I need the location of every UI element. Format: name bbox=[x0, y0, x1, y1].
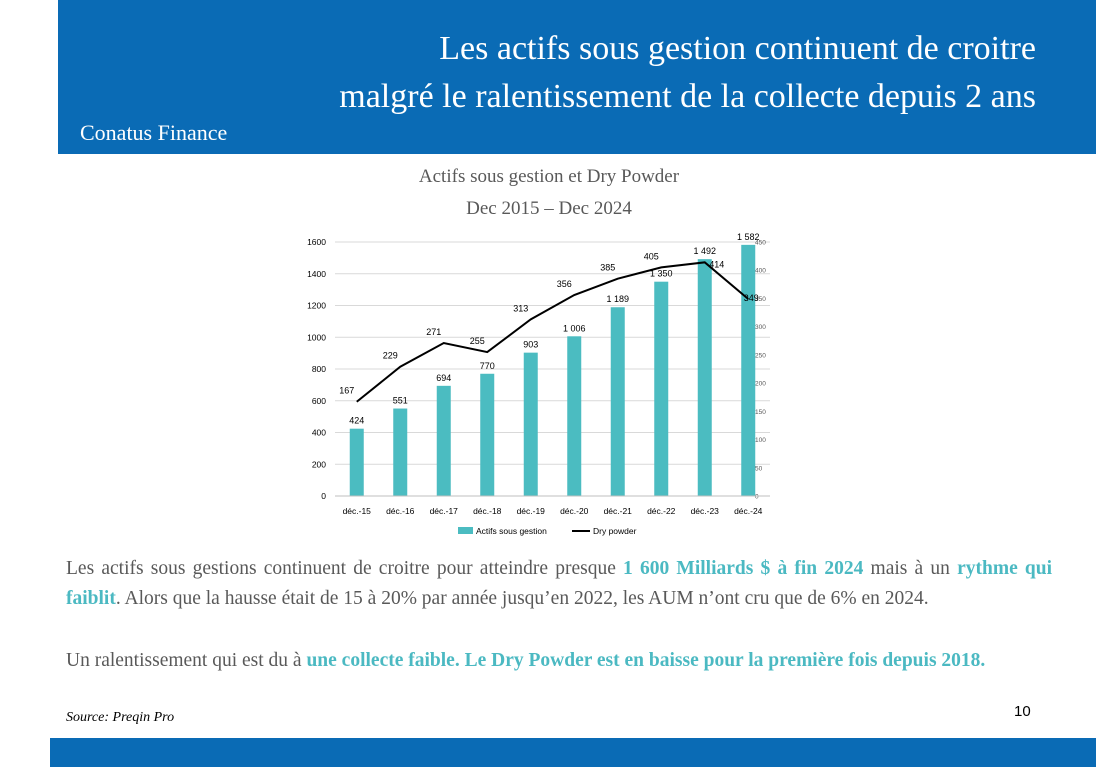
slide-title-line-1: Les actifs sous gestion continuent de cr… bbox=[439, 30, 1036, 67]
x-axis-tick-label: déc.-24 bbox=[734, 506, 763, 516]
x-axis-tick-label: déc.-16 bbox=[386, 506, 415, 516]
bar-data-label: 424 bbox=[349, 416, 364, 426]
bar bbox=[436, 385, 451, 496]
paragraph-1-text-c: mais à un bbox=[863, 558, 958, 579]
y-axis-tick-label: 1200 bbox=[307, 301, 326, 311]
x-axis-tick-label: déc.-17 bbox=[430, 506, 459, 516]
bar bbox=[523, 352, 538, 496]
bar-data-label: 551 bbox=[393, 396, 408, 406]
line-data-label: 271 bbox=[426, 327, 441, 337]
y-axis-tick-label: 400 bbox=[312, 428, 326, 438]
bar bbox=[697, 259, 712, 496]
x-axis-tick-label: déc.-20 bbox=[560, 506, 589, 516]
x-axis-tick-label: déc.-21 bbox=[604, 506, 633, 516]
y-axis-tick-label: 1400 bbox=[307, 269, 326, 279]
dry-powder-line bbox=[356, 261, 749, 403]
y2-axis-tick-label: 300 bbox=[755, 324, 766, 331]
bar-data-label: 1 350 bbox=[650, 269, 673, 279]
line-data-label: 405 bbox=[644, 251, 659, 261]
bar-data-label: 1 582 bbox=[737, 232, 760, 242]
header-band: Les actifs sous gestion continuent de cr… bbox=[58, 0, 1096, 154]
legend-label-line: Dry powder bbox=[593, 526, 637, 536]
y2-axis-tick-label: 100 bbox=[755, 437, 766, 444]
paragraph-2-text-a: Un ralentissement qui est du à bbox=[66, 650, 307, 671]
paragraph-2-highlight: une collecte faible. Le Dry Powder est e… bbox=[306, 650, 986, 671]
y-axis-tick-label: 0 bbox=[321, 491, 326, 501]
bar bbox=[480, 373, 495, 496]
paragraph-2: Un ralentissement qui est du à une colle… bbox=[66, 646, 1052, 676]
bar bbox=[741, 244, 756, 496]
y-axis-tick-label: 1600 bbox=[307, 237, 326, 247]
slide-title-line-2: malgré le ralentissement de la collecte … bbox=[339, 78, 1036, 115]
combo-chart: 0 200 400 600 800 1000 1200 1400 1600 0 50 100 150 20… bbox=[307, 232, 770, 536]
bar bbox=[567, 336, 582, 496]
line-data-label: 255 bbox=[470, 336, 485, 346]
page-number: 10 bbox=[1014, 703, 1031, 720]
bar bbox=[610, 307, 625, 496]
footer-band bbox=[50, 738, 1096, 767]
legend-label-bar: Actifs sous gestion bbox=[476, 526, 547, 536]
line-data-label: 313 bbox=[513, 303, 528, 313]
bar-data-label: 903 bbox=[523, 340, 538, 350]
y-axis-tick-label: 200 bbox=[312, 459, 326, 469]
bar bbox=[654, 281, 669, 496]
x-axis-tick-label: déc.-23 bbox=[691, 506, 720, 516]
bar-data-label: 1 006 bbox=[563, 323, 586, 333]
line-data-label: 414 bbox=[709, 259, 724, 269]
y2-axis-tick-label: 350 bbox=[755, 296, 766, 303]
y2-axis-tick-label: 400 bbox=[755, 268, 766, 275]
y-axis-tick-label: 600 bbox=[312, 396, 326, 406]
bar-data-label: 770 bbox=[480, 361, 495, 371]
paragraph-1: Les actifs sous gestions continuent de c… bbox=[66, 554, 1052, 614]
bar bbox=[349, 428, 364, 496]
y2-axis-tick-label: 200 bbox=[755, 381, 766, 388]
y-axis-tick-label: 800 bbox=[312, 364, 326, 374]
paragraph-1-highlight-aum: 1 600 Milliards $ à fin 2024 bbox=[623, 558, 864, 579]
bar-data-label: 1 492 bbox=[693, 246, 716, 256]
x-axis-tick-label: déc.-22 bbox=[647, 506, 676, 516]
bar-data-label: 1 189 bbox=[606, 294, 629, 304]
x-axis-tick-label: déc.-18 bbox=[473, 506, 502, 516]
x-axis-tick-label: déc.-19 bbox=[517, 506, 546, 516]
chart-subtitle: Dec 2015 – Dec 2024 bbox=[466, 198, 632, 219]
source-note: Source: Preqin Pro bbox=[66, 710, 175, 725]
chart-title: Actifs sous gestion et Dry Powder bbox=[418, 166, 680, 187]
y2-axis-tick-label: 0 bbox=[755, 494, 759, 501]
legend-swatch-bar bbox=[458, 527, 473, 534]
line-data-label: 167 bbox=[339, 386, 354, 396]
line-data-label: 356 bbox=[557, 279, 572, 289]
bar-data-label: 694 bbox=[436, 373, 451, 383]
y2-axis-tick-label: 250 bbox=[755, 352, 766, 359]
x-axis-tick-label: déc.-15 bbox=[343, 506, 372, 516]
paragraph-1-text-e: . Alors que la hausse était de 15 à 20% … bbox=[115, 588, 929, 609]
paragraph-1-highlight-rythme: rythme qui faiblit bbox=[66, 558, 1053, 609]
y-axis-tick-label: 1000 bbox=[307, 332, 326, 342]
y2-axis-tick-label: 450 bbox=[755, 240, 766, 247]
company-name: Conatus Finance bbox=[80, 120, 228, 145]
bar bbox=[393, 408, 408, 496]
line-data-label: 349 bbox=[744, 293, 759, 303]
y2-axis-tick-label: 50 bbox=[755, 465, 763, 472]
paragraph-1-text-a: Les actifs sous gestions continuent de c… bbox=[66, 558, 624, 579]
line-data-label: 385 bbox=[600, 263, 615, 273]
line-data-label: 229 bbox=[383, 351, 398, 361]
y2-axis-tick-label: 150 bbox=[755, 409, 766, 416]
